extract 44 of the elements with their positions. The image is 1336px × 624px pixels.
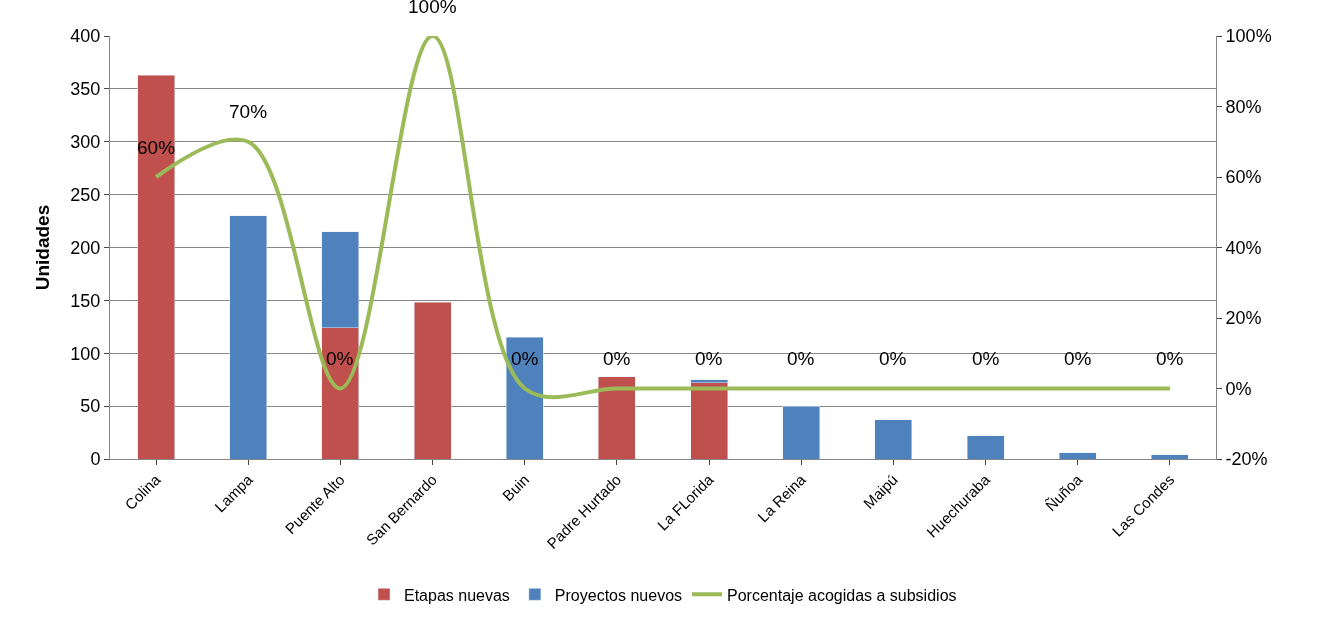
bar: [1151, 454, 1189, 459]
bar: [137, 74, 175, 459]
data-label: 70%: [229, 101, 268, 122]
data-label: 60%: [137, 137, 176, 158]
y2-tick-label: 0%: [1225, 378, 1252, 399]
y2-tick-label: 40%: [1225, 237, 1262, 258]
bar: [690, 382, 728, 459]
bar: [966, 435, 1005, 459]
bar: [874, 419, 913, 459]
bar: [1059, 452, 1097, 459]
data-label: 0%: [1064, 348, 1092, 369]
data-label: 0%: [972, 348, 1000, 369]
legend-label: Proyectos nuevos: [554, 586, 683, 604]
y-tick-label: 300: [70, 132, 101, 153]
y-tick-label: 0: [90, 449, 101, 470]
bar: [598, 376, 636, 459]
data-label: 0%: [511, 348, 539, 369]
y2-tick-label: 100%: [1225, 26, 1272, 47]
legend-label: Etapas nuevas: [404, 586, 510, 604]
data-label: 0%: [326, 348, 354, 369]
data-label: 0%: [603, 348, 631, 369]
y-tick-label: 100: [70, 343, 101, 364]
bar: [782, 405, 820, 459]
x-tick-label: Buin: [498, 470, 533, 505]
y-tick-label: 50: [80, 396, 101, 417]
y-axis-title: Unidades: [32, 204, 54, 291]
y2-tick-label: -20%: [1225, 449, 1268, 470]
data-label: 100%: [408, 0, 457, 17]
data-label: 0%: [879, 348, 907, 369]
y-tick-label: 400: [70, 26, 101, 47]
y2-tick-label: 60%: [1225, 167, 1262, 188]
y2-tick-label: 80%: [1225, 96, 1262, 117]
data-label: 0%: [787, 348, 815, 369]
y-tick-label: 350: [70, 79, 101, 100]
y2-tick-label: 20%: [1225, 308, 1262, 329]
y-tick-label: 200: [70, 237, 101, 258]
data-label: 0%: [1156, 348, 1184, 369]
bar: [506, 337, 544, 459]
y-tick-label: 150: [70, 290, 101, 311]
legend-label: Porcentaje acogidas a subsidios: [727, 586, 957, 604]
data-label: 0%: [695, 348, 723, 369]
bar: [413, 302, 452, 459]
bar: [229, 215, 267, 459]
y-tick-label: 250: [70, 184, 101, 205]
